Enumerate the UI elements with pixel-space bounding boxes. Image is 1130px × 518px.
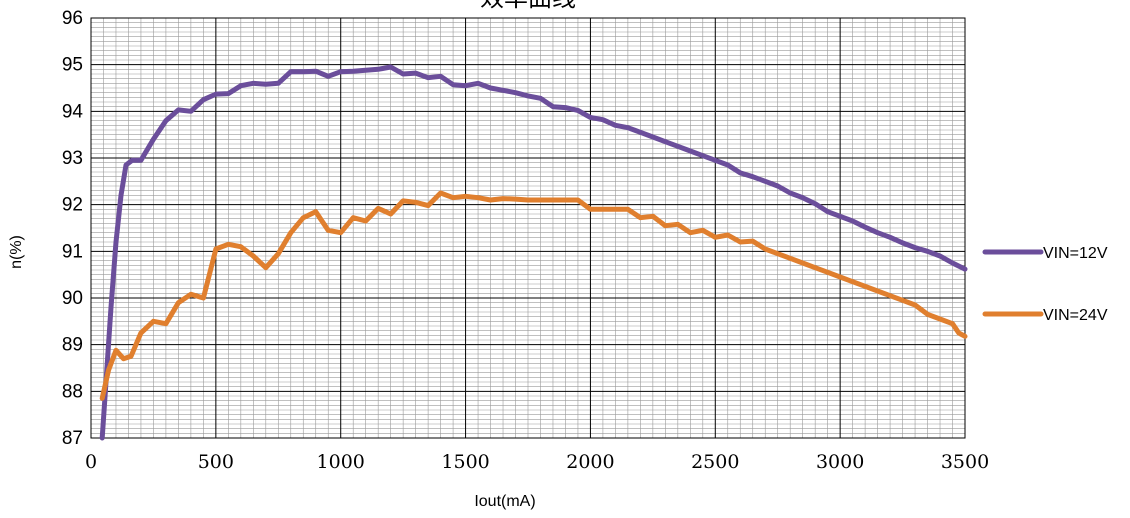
y-tick-label: 92	[62, 195, 83, 216]
x-tick-label: 3000	[816, 451, 864, 473]
x-tick-label: 1000	[317, 451, 365, 473]
y-tick-label: 90	[62, 288, 83, 309]
plot-area-border	[90, 17, 966, 439]
x-tick-label: 0	[85, 451, 97, 473]
legend-label-1: VIN=12V	[1043, 245, 1108, 262]
y-tick-label: 94	[62, 101, 84, 122]
y-tick-label: 87	[62, 428, 83, 449]
x-axis-title: Iout(mA)	[474, 493, 535, 510]
legend-label-2: VIN=24V	[1043, 307, 1108, 324]
y-tick-labels: 87 88 89 90 91 92 93 94 95 96	[62, 8, 84, 449]
y-tick-label: 95	[62, 55, 83, 76]
x-tick-label: 3500	[941, 451, 989, 473]
y-tick-label: 88	[62, 381, 83, 402]
y-axis-title: n(%)	[8, 235, 25, 269]
y-tick-label: 89	[62, 335, 83, 356]
legend: VIN=12V VIN=24V	[982, 245, 1108, 324]
series-lines	[99, 64, 968, 441]
y-tick-label: 91	[62, 241, 83, 262]
minor-grid	[91, 18, 965, 438]
x-tick-labels: 0 500 1000 1500 2000 2500 3000 3500	[85, 451, 989, 473]
series-line-2	[99, 190, 968, 401]
chart-title: 效率曲线	[480, 0, 576, 12]
y-tick-label: 93	[62, 148, 83, 169]
x-tick-label: 500	[198, 451, 234, 473]
series-line-1	[99, 64, 968, 441]
y-tick-label: 96	[62, 8, 83, 29]
x-tick-label: 2000	[566, 451, 614, 473]
x-tick-label: 1500	[441, 451, 489, 473]
x-tick-label: 2500	[691, 451, 739, 473]
